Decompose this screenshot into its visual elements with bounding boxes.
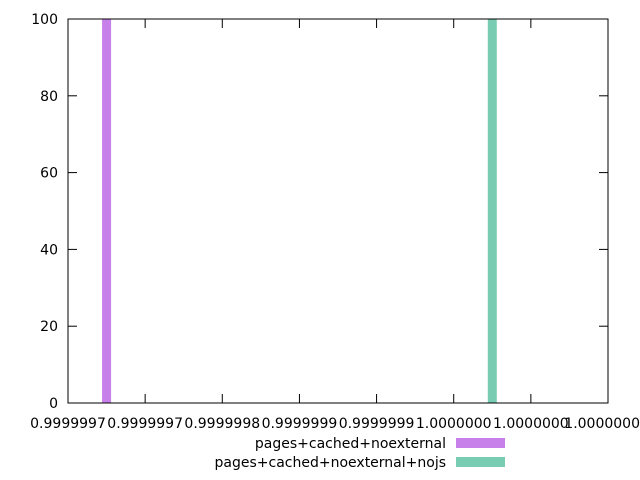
plot-frame [67, 18, 609, 404]
legend-swatch [456, 438, 505, 448]
x-tick-label: 0.9999998 [184, 416, 260, 432]
y-tick-label: 100 [31, 12, 58, 28]
y-tick-label: 60 [40, 166, 58, 182]
legend-label: pages+cached+noexternal [255, 436, 446, 452]
legend-swatch [456, 457, 505, 467]
legend: pages+cached+noexternal pages+cached+noex… [215, 436, 505, 471]
bar-series-2 [487, 19, 497, 403]
x-tick-label: 0.9999997 [107, 416, 183, 432]
y-tick-label: 80 [40, 89, 58, 105]
legend-label: pages+cached+noexternal+nojs [215, 455, 446, 471]
bar-series-1 [102, 19, 112, 403]
y-tick-label: 0 [49, 396, 58, 412]
y-tick-label: 40 [40, 242, 58, 258]
x-tick-label: 1.0000000 [564, 416, 640, 432]
bars-layer [102, 19, 497, 403]
x-tick-label: 0.9999999 [339, 416, 415, 432]
x-tick-label: 0.9999997 [30, 416, 106, 432]
x-tick-label: 1.0000000 [493, 416, 569, 432]
x-tick-label: 1.0000000 [416, 416, 492, 432]
x-tick-label: 0.9999999 [262, 416, 338, 432]
y-tick-label: 20 [40, 319, 58, 335]
